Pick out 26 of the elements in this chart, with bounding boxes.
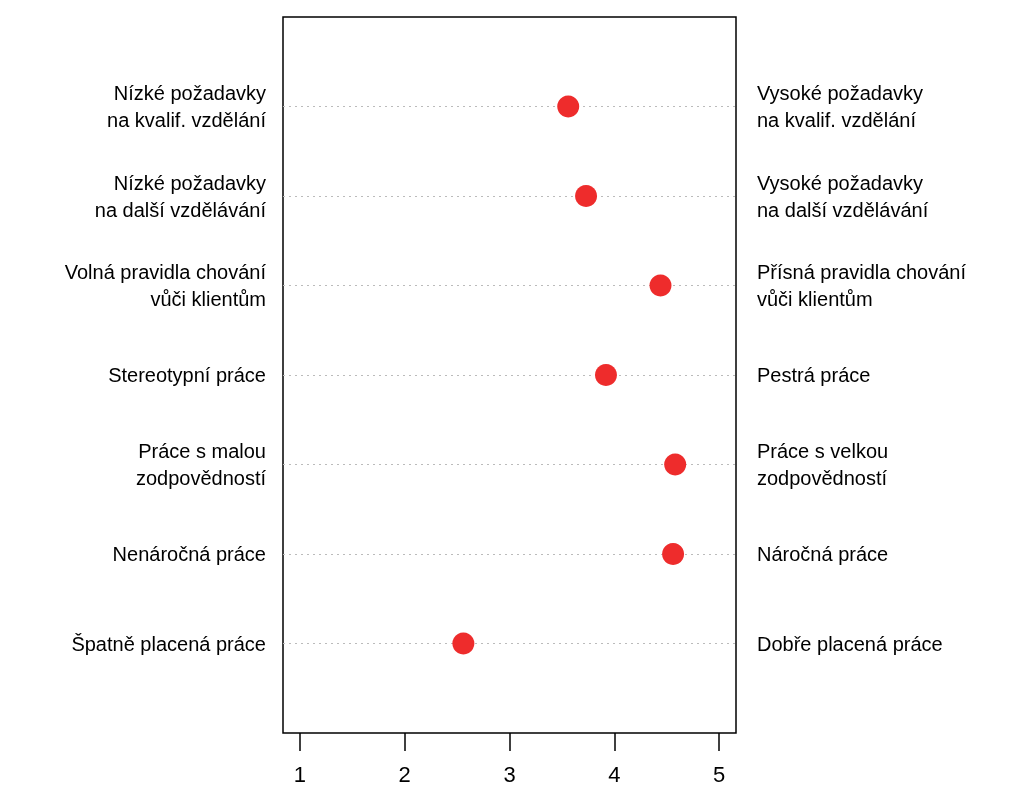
y-tick-label: Nízké požadavky na kvalif. vzdělání [107,82,267,131]
y2-tick-label: Vysoké požadavky na další vzdělávání [757,171,929,221]
y-tick-label: Špatně placená práce [71,632,266,655]
point [557,95,580,118]
point [662,543,685,565]
y-tick-label: Stereotypní práce [108,364,266,386]
y2-tick-label: Náročná práce [757,543,889,565]
y-tick-label: Nenáročná práce [112,543,266,565]
y-tick-label: Nízké požadavky na další vzdělávání [94,171,267,221]
point [594,364,617,386]
x-tick-label: 4 [608,761,621,787]
y-tick-label: Volná pravidla chování vůči klientům [64,261,267,310]
point [649,274,672,297]
point [575,185,598,207]
y2-tick-label: Dobře placená práce [757,632,943,655]
y2-tick-label: Přísná pravidla chování vůči klientům [757,261,967,310]
y2-tick-label: Pestrá práce [757,364,871,386]
x-tick-label: 1 [293,761,306,787]
y-tick-label: Práce s malou zodpovědností [135,440,267,489]
y2-tick-label: Práce s velkou zodpovědností [757,440,889,489]
x-tick-label: 2 [398,761,411,787]
x-tick-label: 5 [713,761,726,787]
x-tick-label: 3 [503,761,516,787]
y2-tick-label: Vysoké požadavky na kvalif. vzdělání [757,82,924,131]
point [664,453,687,476]
point [452,632,475,655]
